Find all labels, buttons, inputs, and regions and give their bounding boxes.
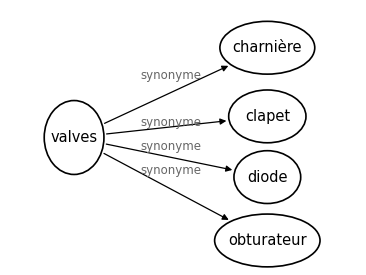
Text: synonyme: synonyme <box>141 117 202 130</box>
Text: clapet: clapet <box>245 109 290 124</box>
Text: diode: diode <box>247 170 288 185</box>
Ellipse shape <box>234 151 301 204</box>
Text: obturateur: obturateur <box>228 233 307 248</box>
Text: valves: valves <box>51 130 98 145</box>
Text: synonyme: synonyme <box>141 164 202 177</box>
Ellipse shape <box>44 101 104 174</box>
Text: synonyme: synonyme <box>141 140 202 153</box>
Ellipse shape <box>220 21 315 74</box>
Ellipse shape <box>229 90 306 143</box>
Ellipse shape <box>214 214 320 267</box>
Text: synonyme: synonyme <box>141 69 202 82</box>
Text: charnière: charnière <box>232 40 302 55</box>
